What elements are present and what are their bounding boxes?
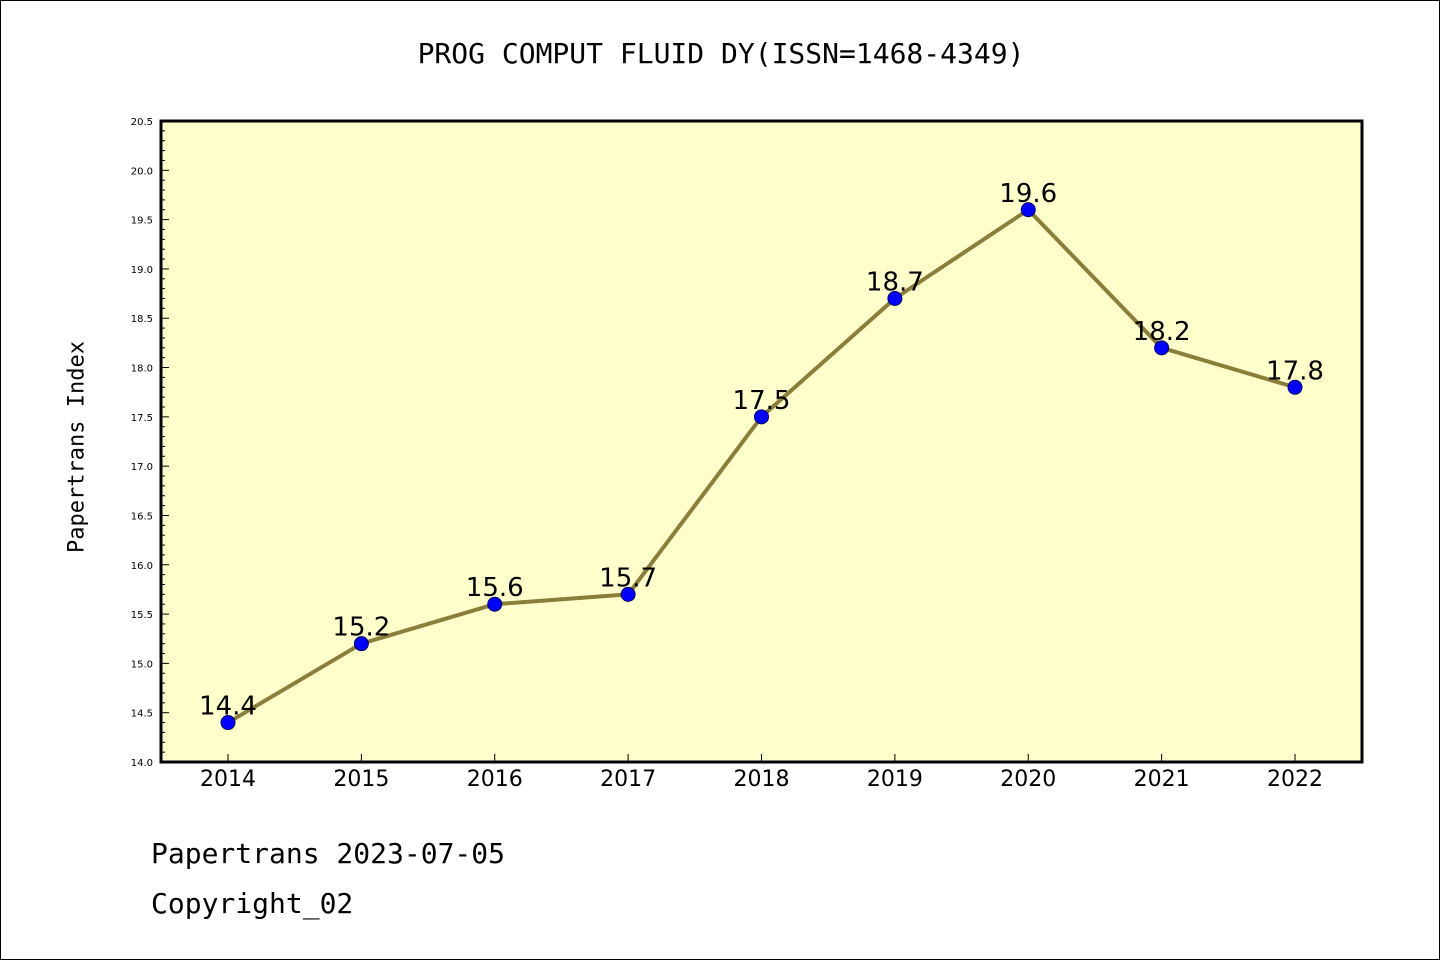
data-point bbox=[1287, 379, 1303, 395]
y-tick-label: 15.5 bbox=[131, 610, 153, 621]
data-point bbox=[754, 409, 769, 425]
data-point bbox=[887, 291, 903, 307]
data-labels: 14.4 15.2 15.6 15.7 17.5 18.7 19.6 18.2 17.8 bbox=[199, 179, 1324, 722]
x-tick-label: 2017 bbox=[600, 767, 656, 792]
y-tick-label: 14.5 bbox=[131, 709, 153, 720]
y-tick-label: 19.0 bbox=[131, 265, 153, 276]
data-points bbox=[220, 202, 1303, 731]
y-tick-label: 17.0 bbox=[131, 462, 153, 473]
x-tick-label: 2020 bbox=[1000, 767, 1056, 792]
x-tick-label: 2016 bbox=[467, 767, 523, 792]
data-label: 19.6 bbox=[999, 179, 1057, 209]
footer-date: Papertrans 2023-07-05 bbox=[151, 837, 506, 870]
plot-border bbox=[159, 119, 1364, 764]
x-tick-label: 2021 bbox=[1134, 767, 1190, 792]
y-tick-label: 20.5 bbox=[131, 117, 153, 128]
x-tick-label: 2019 bbox=[867, 767, 923, 792]
data-label: 17.5 bbox=[733, 386, 791, 416]
plot-area bbox=[161, 121, 1362, 762]
y-tick-label: 19.5 bbox=[131, 216, 153, 227]
x-axis: 2014 2015 2016 2017 2018 2019 2020 2021 2022 bbox=[200, 754, 1323, 792]
data-label: 18.2 bbox=[1133, 317, 1191, 347]
data-label: 15.2 bbox=[332, 613, 390, 643]
chart-title: PROG COMPUT FLUID DY(ISSN=1468-4349) bbox=[417, 37, 1025, 70]
data-point bbox=[1020, 202, 1036, 218]
y-tick-label: 20.0 bbox=[131, 166, 153, 177]
y-tick-label: 15.0 bbox=[131, 659, 153, 670]
data-label: 18.7 bbox=[866, 268, 924, 298]
data-label: 15.6 bbox=[466, 573, 524, 603]
data-point bbox=[353, 636, 369, 652]
x-tick-label: 2018 bbox=[734, 767, 790, 792]
y-tick-label: 18.5 bbox=[131, 314, 153, 325]
data-point bbox=[220, 715, 236, 731]
data-point bbox=[1154, 340, 1170, 356]
y-tick-label: 16.5 bbox=[131, 511, 153, 522]
y-tick-label: 16.0 bbox=[131, 561, 153, 572]
x-tick-label: 2022 bbox=[1267, 767, 1323, 792]
y-tick-label: 14.0 bbox=[131, 758, 153, 769]
y-tick-label: 18.0 bbox=[131, 364, 153, 375]
data-label: 17.8 bbox=[1266, 356, 1324, 386]
x-tick-label: 2014 bbox=[200, 767, 256, 792]
y-tick-label: 17.5 bbox=[131, 413, 153, 424]
data-point bbox=[620, 586, 636, 602]
data-label: 15.7 bbox=[599, 563, 657, 593]
data-label: 14.4 bbox=[199, 692, 257, 722]
y-axis: 14.0 14.5 15.0 15.5 16.0 16.5 17.0 17.5 18.0 18.5… bbox=[131, 117, 169, 769]
data-point bbox=[487, 596, 503, 612]
footer-copyright: Copyright_02 bbox=[151, 887, 354, 920]
x-tick-label: 2015 bbox=[333, 767, 389, 792]
